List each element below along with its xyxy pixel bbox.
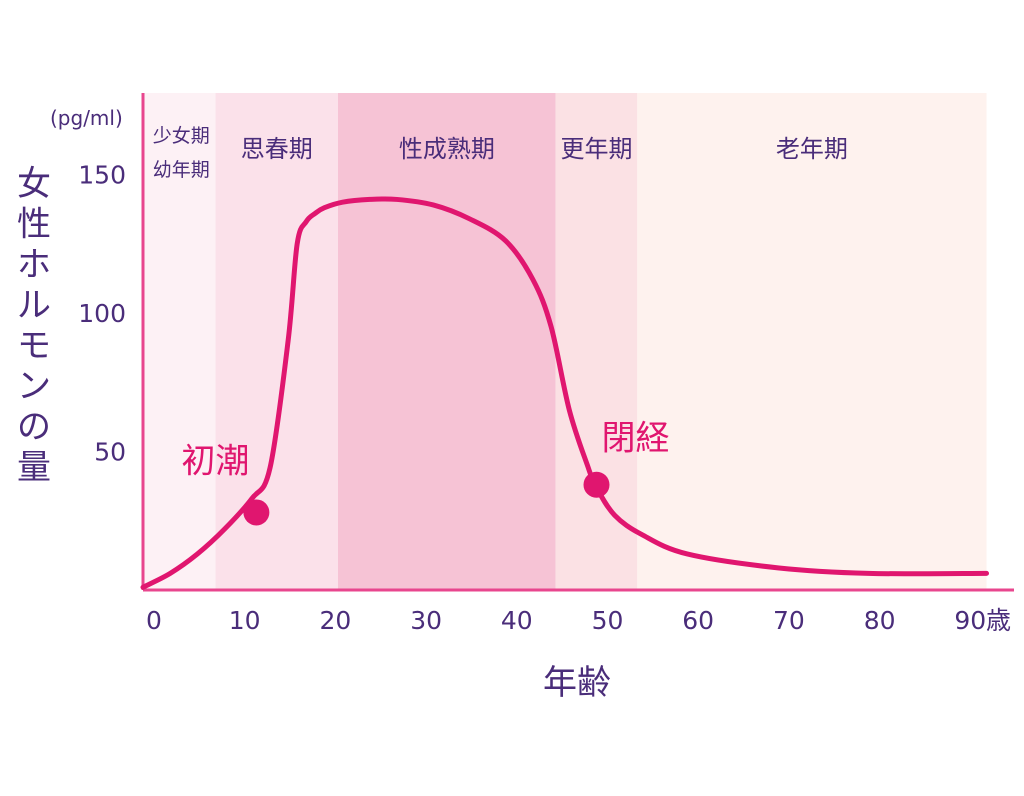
phase-band [637,93,987,590]
phase-band [143,93,216,590]
x-tick-label: 0 [146,606,162,635]
x-tick-labels: 0 10 20 30 40 50 60 70 80 90 [146,606,986,635]
series-group [140,196,990,590]
phase-band [215,93,339,590]
phase-label: 性成熟期 [399,135,495,163]
y-axis-label-char: ル [17,286,51,326]
y-axis-label-char: ホ [17,245,51,285]
y-axis-label-char: モ [17,326,51,366]
phase-band [338,93,556,590]
x-tick-label: 30 [410,606,442,635]
phase-label: 老年期 [776,135,848,163]
y-tick-label: 150 [78,161,126,190]
y-axis-label-char: 量 [17,448,51,488]
phase-label: 更年期 [561,135,633,163]
x-tick-label: 40 [501,606,533,635]
annotation-marker [583,471,610,498]
x-axis-label: 年齢 [543,663,611,703]
annotation-label: 閉経 [602,419,670,459]
y-tick-label: 50 [94,438,126,467]
y-axis-label-char: 女 [17,164,51,204]
x-tick-label: 50 [592,606,624,635]
x-tick-label: 10 [229,606,261,635]
y-unit-label: (pg/ml) [50,106,123,130]
y-axis-label-char: 性 [17,205,51,245]
x-tick-label: 20 [319,606,351,635]
phase-label: 思春期 [241,135,313,163]
series-line [140,196,990,590]
y-axis-label-char: の [17,407,51,447]
x-unit-label: 歳 [986,606,1011,635]
axes [141,93,1014,592]
annotations: 初潮 閉経 [181,419,670,526]
phase-label: 少女期 [153,125,210,147]
phase-bands [143,93,987,590]
y-axis-label: 女性ホルモンの量 [17,164,51,488]
x-tick-label: 90 [954,606,986,635]
phase-band [555,93,638,590]
y-tick-labels: 50 100 150 [78,161,126,467]
x-tick-label: 80 [864,606,896,635]
y-tick-label: 100 [78,299,126,328]
annotation-label: 初潮 [181,441,249,481]
y-axis-label-char: ン [17,367,51,407]
phase-label: 幼年期 [153,159,210,181]
annotation-marker [243,499,270,526]
x-tick-label: 70 [773,606,805,635]
x-tick-label: 60 [682,606,714,635]
